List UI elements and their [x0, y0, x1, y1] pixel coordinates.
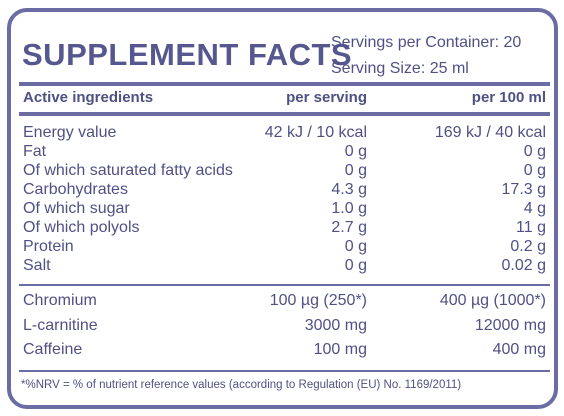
- nutrient-per-serving: 0 g: [344, 238, 367, 255]
- nutrient-per-serving: 42 kJ / 10 kcal: [264, 124, 367, 141]
- nutrient-row-energy: Energy value 42 kJ / 10 kcal 169 kJ / 40…: [11, 124, 554, 143]
- nutrient-row-fat: Fat 0 g 0 g: [11, 143, 554, 162]
- nutrient-per-100ml: 11 g: [516, 219, 546, 236]
- nutrient-row-sugar: Of which sugar 1.0 g 4 g: [11, 200, 554, 219]
- header-bottom-rule: [19, 112, 550, 116]
- nutrient-per-serving: 0 g: [344, 257, 367, 274]
- active-per-serving: 100 mg: [313, 341, 367, 358]
- nutrient-per-100ml: 0.2 g: [510, 238, 546, 255]
- nutrient-name: Energy value: [23, 124, 117, 141]
- supplement-facts-panel: SUPPLEMENT FACTS Servings per Container:…: [7, 8, 558, 409]
- panel-title: SUPPLEMENT FACTS: [22, 37, 353, 72]
- nutrient-row-carbohydrates: Carbohydrates 4.3 g 17.3 g: [11, 181, 554, 200]
- active-row-chromium: Chromium 100 µg (250*) 400 µg (1000*): [11, 292, 554, 311]
- nutrient-per-serving: 0 g: [344, 162, 367, 179]
- header-per-100ml: per 100 ml: [471, 89, 546, 106]
- nutrient-row-saturated: Of which saturated fatty acids 0 g 0 g: [11, 162, 554, 181]
- header-per-serving: per serving: [286, 89, 367, 106]
- nutrient-name: Salt: [23, 257, 51, 274]
- nutrient-per-100ml: 169 kJ / 40 kcal: [434, 124, 546, 141]
- nutrients-divider: [19, 284, 550, 286]
- active-per-100ml: 12000 mg: [474, 317, 546, 334]
- nutrient-per-100ml: 0.02 g: [501, 257, 546, 274]
- active-row-l-carnitine: L-carnitine 3000 mg 12000 mg: [11, 317, 554, 336]
- nutrient-name: Fat: [23, 143, 47, 160]
- servings-per-container: Servings per Container: 20: [331, 34, 522, 51]
- nutrient-per-serving: 4.3 g: [331, 181, 367, 198]
- nutrient-per-100ml: 0 g: [523, 143, 546, 160]
- serving-size: Serving Size: 25 ml: [331, 60, 469, 77]
- active-name: Chromium: [23, 292, 97, 309]
- nutrient-per-100ml: 4 g: [523, 200, 546, 217]
- active-name: L-carnitine: [23, 317, 98, 334]
- nutrient-row-polyols: Of which polyols 2.7 g 11 g: [11, 219, 554, 238]
- nutrient-name: Protein: [23, 238, 74, 255]
- active-name: Caffeine: [23, 341, 83, 358]
- nutrient-name: Of which polyols: [23, 219, 140, 236]
- active-per-100ml: 400 µg (1000*): [439, 292, 546, 309]
- nutrient-per-serving: 2.7 g: [331, 219, 367, 236]
- active-row-caffeine: Caffeine 100 mg 400 mg: [11, 341, 554, 360]
- nutrient-per-serving: 0 g: [344, 143, 367, 160]
- nutrient-per-serving: 1.0 g: [331, 200, 367, 217]
- nutrient-name: Of which saturated fatty acids: [23, 162, 233, 179]
- nrv-footnote: *%NRV = % of nutrient reference values (…: [21, 379, 462, 391]
- nutrient-row-salt: Salt 0 g 0.02 g: [11, 257, 554, 276]
- header-active-ingredients: Active ingredients: [23, 89, 154, 106]
- active-per-100ml: 400 mg: [492, 341, 546, 358]
- active-per-serving: 3000 mg: [304, 317, 367, 334]
- footnote-divider: [19, 370, 550, 372]
- nutrient-name: Carbohydrates: [23, 181, 128, 198]
- nutrient-row-protein: Protein 0 g 0.2 g: [11, 238, 554, 257]
- nutrient-name: Of which sugar: [23, 200, 130, 217]
- nutrient-per-100ml: 17.3 g: [501, 181, 546, 198]
- nutrient-per-100ml: 0 g: [523, 162, 546, 179]
- header-top-rule: [19, 82, 550, 86]
- active-per-serving: 100 µg (250*): [269, 292, 367, 309]
